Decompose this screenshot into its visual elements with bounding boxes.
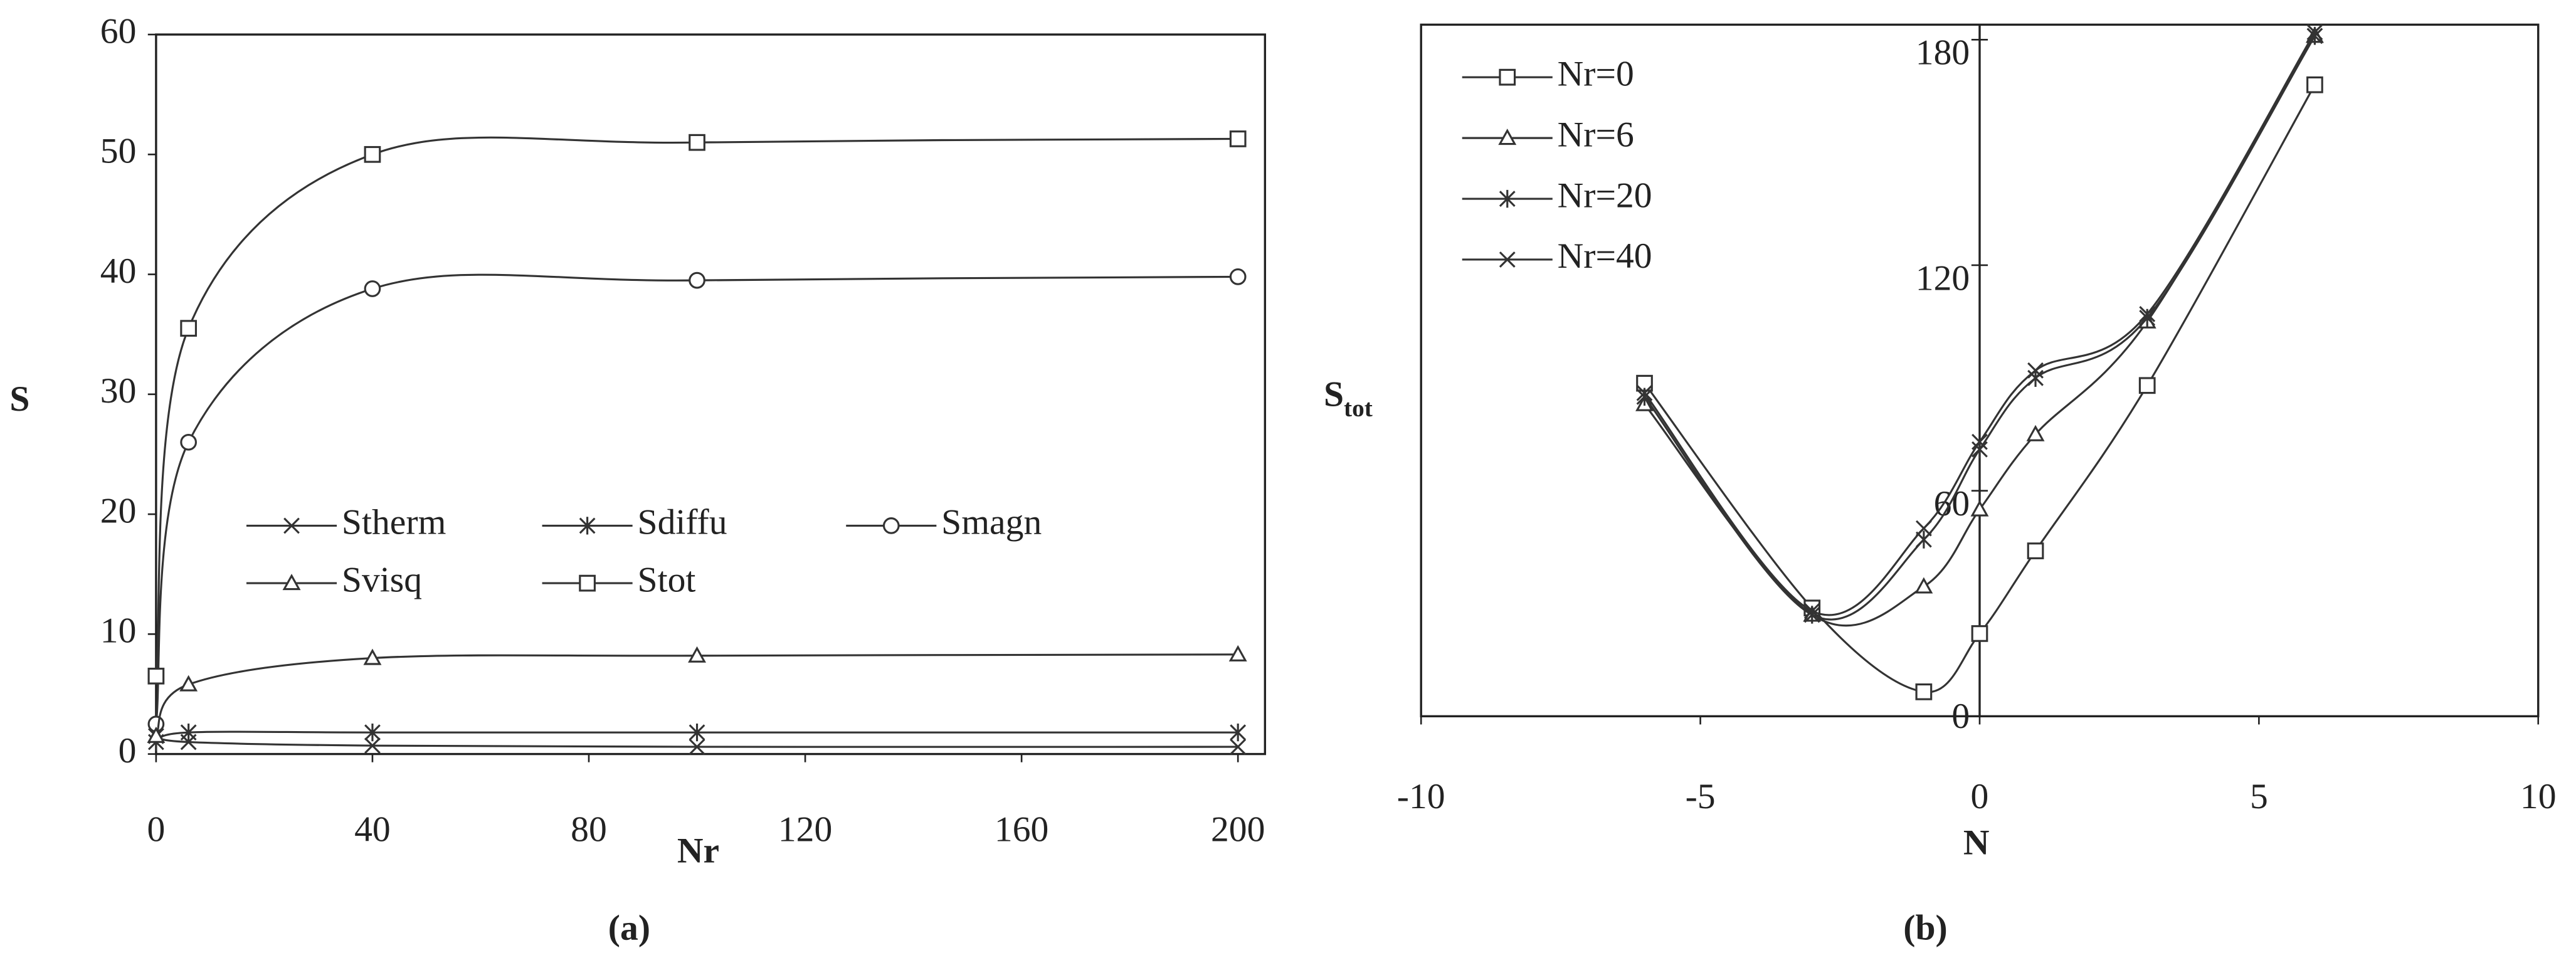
- x-tick-label: 200: [1211, 810, 1265, 850]
- x-tick-label: 80: [571, 810, 607, 850]
- data-point: [688, 646, 706, 663]
- y-tick-label: 30: [100, 371, 137, 411]
- series-line: [155, 273, 1238, 724]
- legend-marker: [882, 517, 900, 534]
- caption: (b): [1903, 909, 1947, 948]
- data-point: [364, 145, 381, 163]
- data-point: [689, 739, 705, 756]
- data-point: [2139, 308, 2156, 327]
- y-tick-label: 20: [100, 491, 137, 530]
- data-point: [1230, 724, 1247, 742]
- legend-label: Smagn: [941, 503, 1042, 542]
- legend-label: Stot: [638, 560, 696, 599]
- data-point: [2139, 306, 2156, 322]
- data-point: [364, 724, 381, 742]
- data-point: [364, 280, 381, 297]
- y-axis-label: S: [1324, 374, 1344, 414]
- data-point: [179, 675, 198, 692]
- data-point: [1636, 384, 1653, 401]
- legend-marker: [1499, 189, 1516, 208]
- legend-marker: [579, 574, 596, 592]
- data-point: [147, 726, 166, 743]
- data-point: [2026, 424, 2045, 441]
- data-point: [1803, 603, 1820, 619]
- y-tick-label: 0: [119, 731, 137, 771]
- x-axis-label: Nr: [677, 831, 719, 871]
- y-tick-label: 120: [1916, 258, 1970, 298]
- legend-marker: [1498, 129, 1517, 145]
- legend-label: Svisq: [342, 560, 422, 599]
- legend-label: Nr=0: [1558, 54, 1634, 93]
- legend-label: Nr=20: [1558, 176, 1652, 215]
- series-line: [155, 136, 1238, 677]
- data-point: [364, 737, 381, 754]
- data-point: [2027, 369, 2044, 387]
- data-point: [2027, 362, 2044, 379]
- data-point: [363, 648, 382, 665]
- data-point: [147, 667, 165, 685]
- data-point: [1970, 500, 1989, 517]
- data-point: [180, 433, 198, 451]
- x-tick-label: -10: [1397, 777, 1445, 816]
- data-point: [1971, 625, 1988, 642]
- x-tick-label: 10: [2520, 777, 2557, 816]
- legend-marker: [1499, 251, 1516, 268]
- x-tick-label: 0: [147, 810, 165, 850]
- x-tick-label: 160: [995, 810, 1048, 850]
- data-point: [2306, 76, 2323, 93]
- legend-marker: [283, 517, 300, 534]
- legend-marker: [579, 517, 596, 535]
- x-tick-label: 40: [354, 810, 391, 850]
- x-tick-label: 5: [2250, 777, 2268, 816]
- data-point: [1915, 520, 1932, 537]
- data-point: [689, 271, 705, 289]
- series-line: [156, 730, 1238, 743]
- data-point: [689, 724, 705, 742]
- data-point: [1229, 130, 1247, 147]
- legend-marker: [282, 574, 301, 591]
- y-tick-label: 50: [100, 132, 137, 171]
- data-point: [1228, 645, 1247, 661]
- data-point: [2138, 377, 2156, 394]
- data-point: [689, 134, 705, 151]
- data-point: [180, 724, 197, 742]
- x-axis-label: N: [1963, 823, 1990, 863]
- data-point: [1915, 683, 1933, 700]
- y-tick-label: 180: [1916, 33, 1970, 73]
- legend-label: Nr=40: [1558, 236, 1652, 276]
- data-point: [1230, 739, 1247, 756]
- data-point: [2027, 542, 2044, 559]
- legend-label: Nr=6: [1558, 115, 1634, 154]
- y-tick-label: 60: [100, 11, 137, 51]
- y-tick-label: 0: [1951, 697, 1970, 736]
- y-tick-label: 40: [100, 251, 137, 291]
- series-line: [156, 735, 1238, 748]
- y-axis-label-subscript: tot: [1344, 395, 1373, 422]
- data-point: [1229, 268, 1247, 285]
- y-tick-label: 10: [100, 611, 137, 651]
- legend-label: Sdiffu: [638, 503, 727, 542]
- data-point: [1914, 577, 1933, 594]
- x-tick-label: 120: [778, 810, 832, 850]
- legend-label: Stherm: [342, 503, 446, 542]
- data-point: [1803, 606, 1820, 624]
- y-axis-label: S: [9, 379, 29, 419]
- x-tick-label: -5: [1686, 777, 1716, 816]
- x-tick-label: 0: [1971, 777, 1989, 816]
- data-point: [2306, 24, 2323, 41]
- caption: (a): [608, 909, 650, 948]
- data-point: [1636, 387, 1653, 406]
- legend-marker: [1499, 68, 1516, 86]
- data-point: [180, 320, 198, 337]
- data-point: [1972, 433, 1988, 450]
